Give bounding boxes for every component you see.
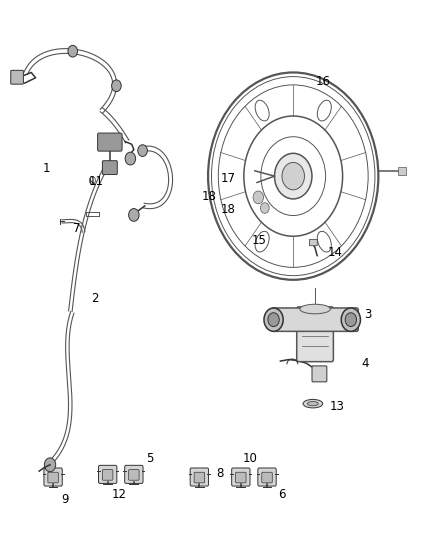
FancyBboxPatch shape	[309, 239, 317, 246]
FancyBboxPatch shape	[190, 468, 208, 486]
FancyBboxPatch shape	[99, 465, 117, 483]
Circle shape	[275, 154, 312, 199]
Text: 12: 12	[112, 488, 127, 500]
Text: 18: 18	[201, 190, 216, 203]
Ellipse shape	[307, 401, 318, 406]
Circle shape	[261, 203, 269, 213]
Circle shape	[112, 80, 121, 92]
FancyBboxPatch shape	[102, 161, 117, 174]
Text: 10: 10	[243, 453, 258, 465]
Text: 8: 8	[216, 467, 223, 480]
Circle shape	[268, 313, 279, 327]
FancyBboxPatch shape	[232, 468, 250, 486]
FancyBboxPatch shape	[129, 470, 139, 480]
Text: 15: 15	[252, 235, 267, 247]
Ellipse shape	[300, 304, 330, 314]
FancyBboxPatch shape	[48, 472, 58, 483]
Text: 11: 11	[88, 175, 103, 188]
Circle shape	[129, 208, 139, 221]
Text: 16: 16	[315, 75, 330, 88]
Text: 18: 18	[221, 203, 236, 215]
FancyBboxPatch shape	[44, 468, 62, 486]
FancyBboxPatch shape	[11, 70, 23, 84]
FancyBboxPatch shape	[297, 307, 333, 362]
Text: 2: 2	[91, 292, 98, 305]
Text: 7: 7	[73, 222, 81, 235]
FancyBboxPatch shape	[258, 468, 276, 486]
Ellipse shape	[303, 399, 323, 408]
Text: 17: 17	[220, 172, 235, 185]
Circle shape	[345, 313, 357, 327]
Circle shape	[68, 45, 78, 57]
Text: 6: 6	[279, 488, 286, 500]
FancyBboxPatch shape	[125, 465, 143, 483]
FancyBboxPatch shape	[312, 366, 327, 382]
Text: 3: 3	[364, 308, 371, 321]
Circle shape	[341, 308, 360, 332]
Circle shape	[125, 152, 136, 165]
Circle shape	[282, 163, 304, 190]
FancyBboxPatch shape	[272, 308, 358, 332]
FancyBboxPatch shape	[194, 472, 205, 483]
Text: 4: 4	[361, 357, 369, 370]
Text: 9: 9	[62, 493, 69, 506]
Circle shape	[44, 458, 56, 472]
FancyBboxPatch shape	[102, 470, 113, 480]
Text: 1: 1	[43, 161, 50, 175]
Circle shape	[138, 145, 148, 157]
Text: 14: 14	[327, 246, 342, 259]
FancyBboxPatch shape	[398, 166, 406, 174]
Circle shape	[264, 308, 283, 332]
FancyBboxPatch shape	[262, 472, 272, 483]
FancyBboxPatch shape	[236, 472, 246, 483]
FancyBboxPatch shape	[98, 133, 122, 151]
Text: 5: 5	[146, 453, 154, 465]
Text: 13: 13	[329, 400, 344, 413]
Circle shape	[253, 191, 264, 204]
